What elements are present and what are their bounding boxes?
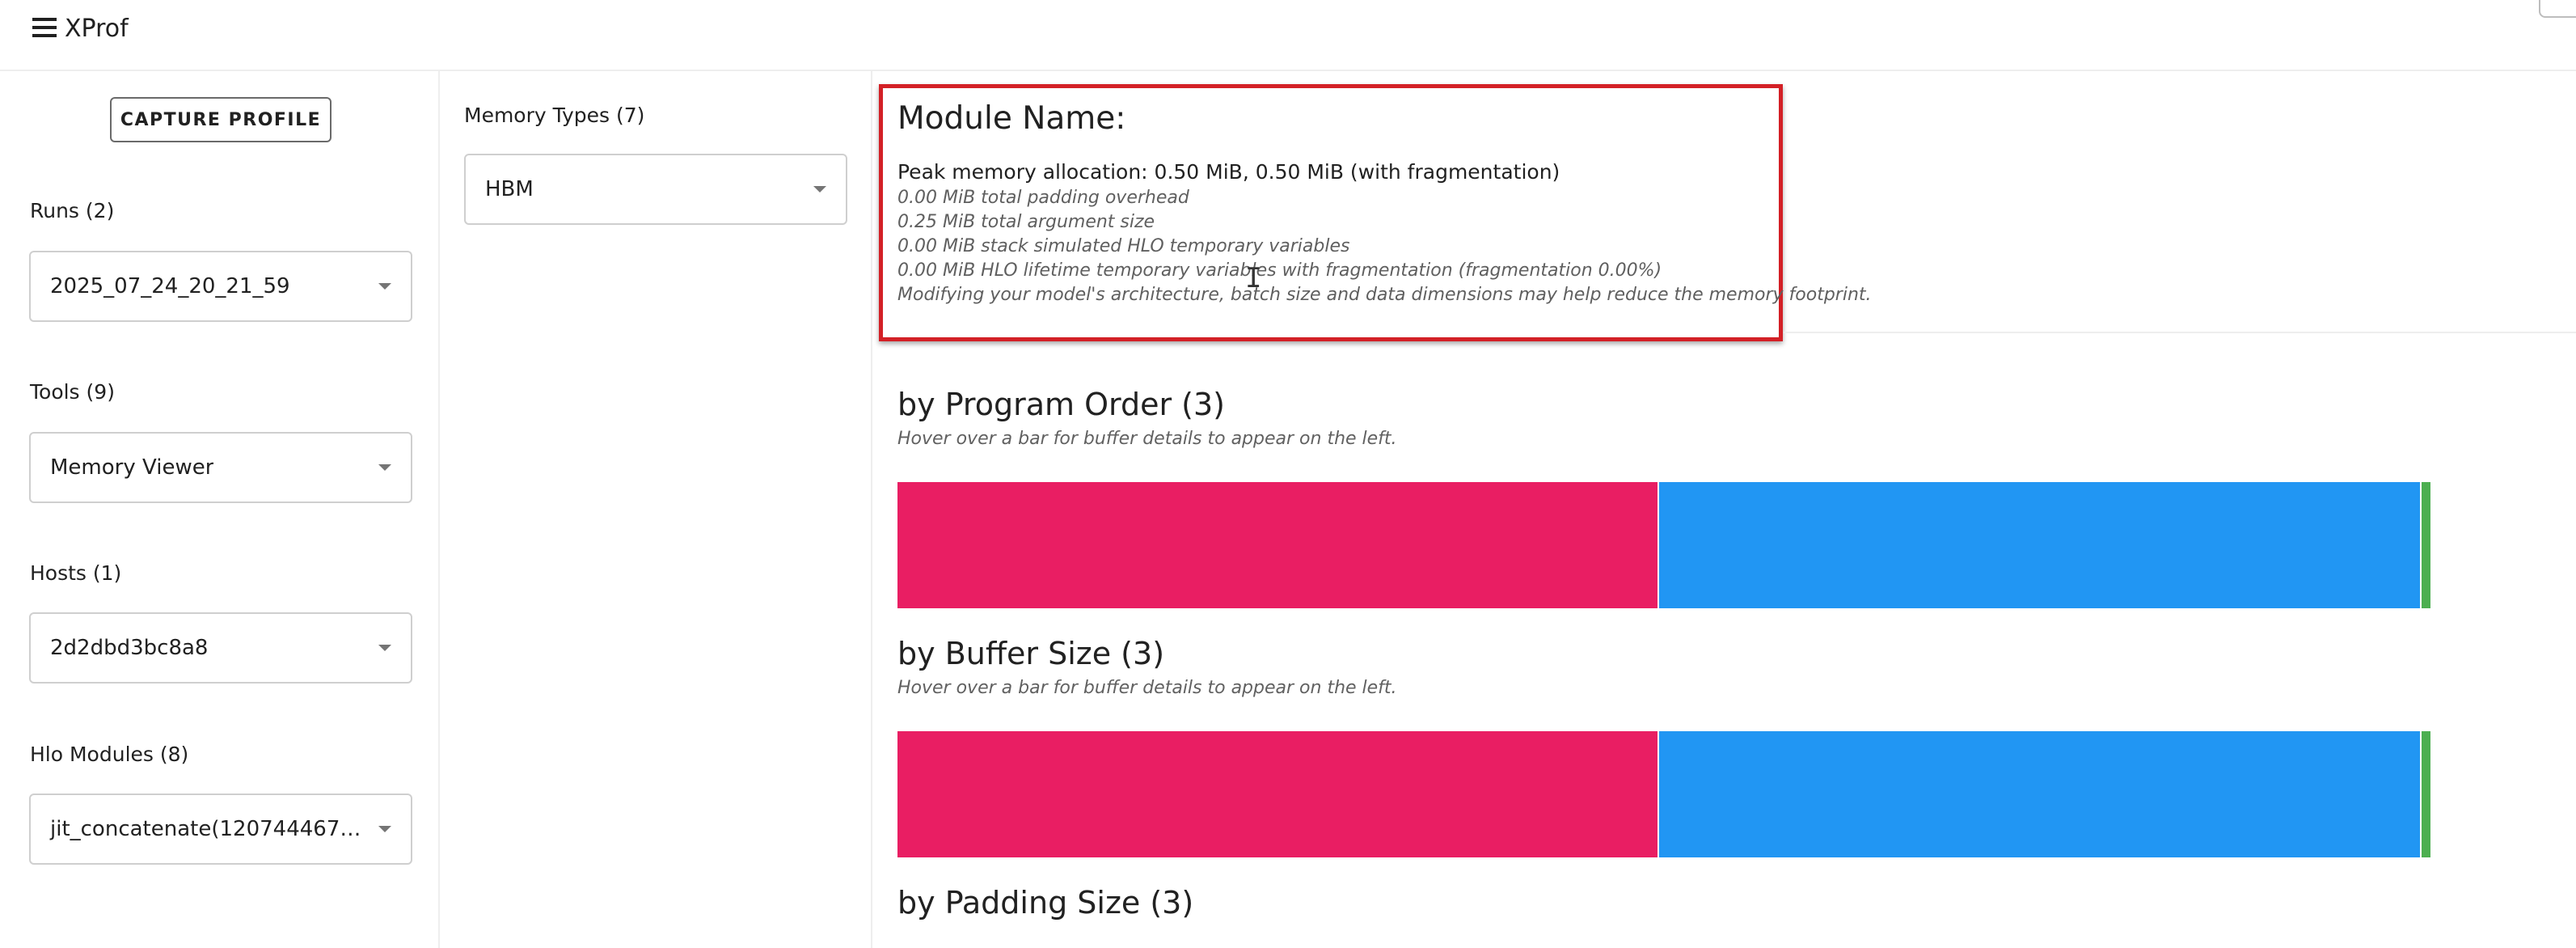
memory-types-label: Memory Types (7): [464, 104, 645, 127]
tools-label: Tools (9): [30, 380, 115, 404]
buffer-bar-segment[interactable]: [2421, 731, 2430, 857]
capture-profile-button[interactable]: CAPTURE PROFILE: [110, 97, 332, 142]
buffer-bar-segment[interactable]: [897, 482, 1658, 608]
hlo-modules-selected-value: jit_concatenate(120744467751...: [50, 817, 374, 841]
padding-size-title: by Padding Size (3): [897, 885, 1194, 920]
buffer-bar-segment[interactable]: [2421, 482, 2430, 608]
hlo-modules-label: Hlo Modules (8): [30, 743, 189, 766]
runs-label: Runs (2): [30, 199, 115, 222]
buffer-bar-segment[interactable]: [897, 731, 1658, 857]
hosts-selected-value: 2d2dbd3bc8a8: [50, 636, 209, 660]
buffer-size-title: by Buffer Size (3): [897, 636, 1165, 671]
stack-temporaries-note: 0.00 MiB stack simulated HLO temporary v…: [897, 236, 1350, 256]
argument-size-note: 0.25 MiB total argument size: [897, 212, 1155, 232]
lifetime-temporaries-note: 0.00 MiB HLO lifetime temporary variable…: [897, 260, 1662, 281]
column-divider: [871, 71, 872, 948]
padding-overhead-note: 0.00 MiB total padding overhead: [897, 188, 1189, 208]
app-title: XProf: [65, 15, 129, 43]
tools-select[interactable]: Memory Viewer: [29, 432, 412, 503]
top-app-bar: [0, 0, 2576, 71]
buffer-bar-segment[interactable]: [1659, 731, 2420, 857]
memory-types-select[interactable]: HBM: [464, 154, 847, 225]
chevron-down-icon: [813, 186, 826, 193]
menu-icon[interactable]: [32, 18, 57, 39]
module-name-heading: Module Name:: [897, 100, 1126, 137]
program-order-bar-chart: [897, 482, 2430, 608]
chevron-down-icon: [378, 464, 391, 471]
program-order-hint: Hover over a bar for buffer details to a…: [897, 429, 1397, 449]
tools-selected-value: Memory Viewer: [50, 455, 214, 480]
sidebar: [0, 71, 440, 948]
memory-summary-card: [879, 84, 1783, 341]
buffer-size-hint: Hover over a bar for buffer details to a…: [897, 678, 1397, 698]
peak-memory-line: Peak memory allocation: 0.50 MiB, 0.50 M…: [897, 160, 1560, 184]
chevron-down-icon: [378, 826, 391, 832]
chevron-down-icon: [378, 283, 391, 290]
buffer-size-bar-chart: [897, 731, 2430, 857]
summary-divider: [1784, 332, 2576, 333]
program-order-title: by Program Order (3): [897, 387, 1225, 422]
hosts-label: Hosts (1): [30, 561, 122, 585]
hlo-modules-select[interactable]: jit_concatenate(120744467751...: [29, 794, 412, 865]
runs-select[interactable]: 2025_07_24_20_21_59: [29, 251, 412, 322]
memory-footprint-tip: Modifying your model's architecture, bat…: [897, 285, 1872, 305]
hosts-select[interactable]: 2d2dbd3bc8a8: [29, 612, 412, 683]
buffer-bar-segment[interactable]: [1659, 482, 2420, 608]
runs-selected-value: 2025_07_24_20_21_59: [50, 274, 290, 298]
text-cursor-icon: I: [1245, 262, 1262, 294]
memory-types-selected-value: HBM: [485, 177, 534, 201]
corner-button[interactable]: [2539, 0, 2576, 18]
chevron-down-icon: [378, 645, 391, 651]
